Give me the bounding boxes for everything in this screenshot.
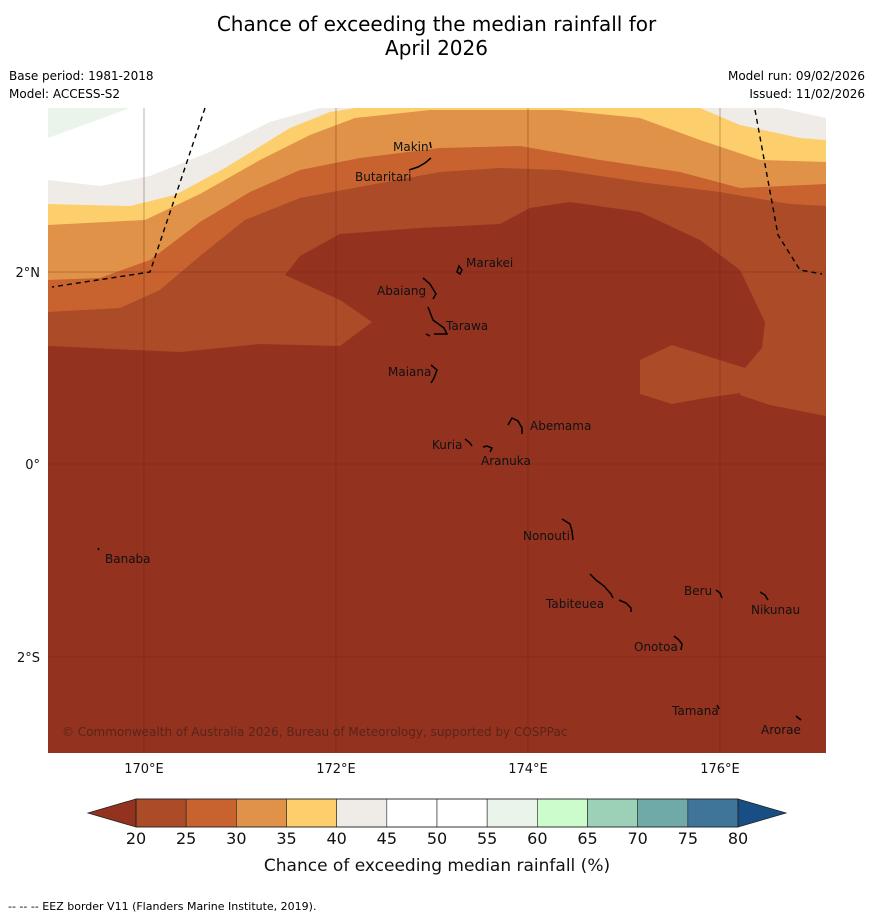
colorbar-tick-50: 50 bbox=[427, 829, 447, 848]
label-kuria: Kuria bbox=[432, 438, 463, 452]
colorbar-label: Chance of exceeding median rainfall (%) bbox=[264, 856, 610, 876]
island-nonouti bbox=[561, 518, 574, 541]
label-abemama: Abemama bbox=[530, 419, 591, 433]
island-onotoa bbox=[673, 635, 683, 651]
colorbar-tick-60: 60 bbox=[527, 829, 547, 848]
model-name: Model: ACCESS-S2 bbox=[9, 87, 121, 101]
eez-border-west bbox=[51, 107, 206, 288]
colorbar-tick-80: 80 bbox=[728, 829, 748, 848]
colorbar-cell-70-75 bbox=[637, 798, 689, 828]
colorbar-cell-35-40 bbox=[286, 798, 337, 828]
colorbar-cells bbox=[135, 798, 739, 828]
colorbar-cell-55-60 bbox=[486, 798, 538, 828]
colorbar-tick-75: 75 bbox=[678, 829, 698, 848]
label-marakei: Marakei bbox=[466, 256, 513, 270]
colorbar-cell-50-55 bbox=[436, 798, 488, 828]
lat-label-2n: 2°N bbox=[16, 266, 41, 281]
eez-footnote: -- -- -- EEZ border V11 (Flanders Marine… bbox=[8, 900, 317, 913]
pocket-20-25-east bbox=[640, 345, 748, 404]
colorbar-tick-25: 25 bbox=[176, 829, 196, 848]
colorbar-cell-45-50 bbox=[386, 798, 438, 828]
colorbar-ticks: 20 25 30 35 40 45 50 55 60 65 70 75 80 bbox=[126, 829, 748, 848]
band-light-green bbox=[48, 108, 130, 138]
colorbar-cell-30-35 bbox=[236, 798, 287, 828]
colorbar-tick-20: 20 bbox=[126, 829, 146, 848]
island-marakei bbox=[456, 264, 463, 276]
lon-label-172e: 172°E bbox=[316, 762, 356, 777]
lat-labels: 2°N 0° 2°S bbox=[16, 266, 41, 666]
place-labels: Makin Butaritari Marakei Abaiang Tarawa … bbox=[105, 140, 801, 737]
colorbar-tick-70: 70 bbox=[627, 829, 647, 848]
title-line-2: April 2026 bbox=[385, 36, 488, 60]
island-abaiang bbox=[422, 277, 437, 300]
colorbar-tick-40: 40 bbox=[326, 829, 346, 848]
island-kuria bbox=[464, 438, 473, 447]
island-aranuka bbox=[482, 445, 494, 453]
colorbar-frame bbox=[135, 798, 739, 828]
colorbar-cell-75-80 bbox=[687, 798, 739, 828]
island-beru bbox=[715, 589, 723, 599]
colorbar-tick-55: 55 bbox=[477, 829, 497, 848]
colorbar-tick-45: 45 bbox=[377, 829, 397, 848]
colorbar-cell-25-30 bbox=[185, 798, 237, 828]
label-butaritari: Butaritari bbox=[355, 170, 412, 184]
island-butaritari bbox=[408, 157, 432, 171]
label-makin: Makin bbox=[393, 140, 429, 154]
label-nonouti: Nonouti bbox=[523, 529, 570, 543]
lat-label-0: 0° bbox=[25, 458, 40, 473]
colorbar-high-extend bbox=[737, 798, 788, 828]
island-makin bbox=[429, 141, 432, 149]
label-banaba: Banaba bbox=[105, 552, 151, 566]
probability-field bbox=[48, 108, 826, 753]
label-beru: Beru bbox=[684, 584, 712, 598]
copyright-notice: © Commonwealth of Australia 2026, Bureau… bbox=[62, 725, 567, 739]
lon-label-176e: 176°E bbox=[700, 762, 740, 777]
label-arorae: Arorae bbox=[761, 723, 801, 737]
island-banaba bbox=[97, 547, 100, 551]
eez-border bbox=[51, 107, 823, 288]
map-title: Chance of exceeding the median rainfall … bbox=[0, 12, 873, 60]
lon-label-174e: 174°E bbox=[508, 762, 548, 777]
colorbar-tick-30: 30 bbox=[226, 829, 246, 848]
base-period: Base period: 1981-2018 bbox=[9, 69, 154, 83]
island-arorae bbox=[795, 715, 802, 721]
colorbar-tick-35: 35 bbox=[276, 829, 296, 848]
label-abaiang: Abaiang bbox=[377, 284, 426, 298]
meta-left: Base period: 1981-2018 Model: ACCESS-S2 bbox=[9, 67, 154, 103]
label-aranuka: Aranuka bbox=[481, 454, 531, 468]
lat-label-2s: 2°S bbox=[17, 651, 40, 666]
lon-label-170e: 170°E bbox=[124, 762, 164, 777]
island-tarawa bbox=[425, 306, 449, 337]
label-tamana: Tamana bbox=[671, 704, 719, 718]
colorbar-cell-20-25 bbox=[135, 798, 187, 828]
island-nikunau bbox=[759, 591, 769, 601]
pocket-20-25-edge bbox=[818, 300, 826, 380]
colorbar: 20 25 30 35 40 45 50 55 60 65 70 75 80 Chance of exc… bbox=[86, 798, 788, 876]
islands bbox=[97, 141, 802, 721]
region-below-20 bbox=[48, 202, 826, 753]
title-line-1: Chance of exceeding the median rainfall … bbox=[216, 12, 657, 36]
label-maiana: Maiana bbox=[388, 365, 431, 379]
island-maiana bbox=[430, 364, 438, 384]
model-run: Model run: 09/02/2026 bbox=[727, 69, 865, 83]
colorbar-cell-60-65 bbox=[537, 798, 588, 828]
eez-border-east bbox=[754, 109, 823, 275]
lon-labels: 170°E 172°E 174°E 176°E bbox=[124, 762, 740, 777]
island-tamana bbox=[716, 704, 720, 710]
colorbar-cell-40-45 bbox=[336, 798, 388, 828]
island-tabiteuea bbox=[589, 573, 632, 612]
colorbar-low-extend bbox=[86, 798, 137, 828]
label-tarawa: Tarawa bbox=[445, 319, 488, 333]
colorbar-tick-65: 65 bbox=[577, 829, 597, 848]
island-abemama bbox=[507, 417, 523, 434]
graticule bbox=[48, 108, 826, 753]
meta-right: Model run: 09/02/2026 Issued: 11/02/2026 bbox=[728, 67, 865, 103]
label-onotoa: Onotoa bbox=[634, 640, 678, 654]
label-nikunau: Nikunau bbox=[751, 603, 800, 617]
colorbar-cell-65-70 bbox=[587, 798, 638, 828]
label-tabiteuea: Tabiteuea bbox=[545, 597, 604, 611]
issued-date: Issued: 11/02/2026 bbox=[749, 87, 865, 101]
